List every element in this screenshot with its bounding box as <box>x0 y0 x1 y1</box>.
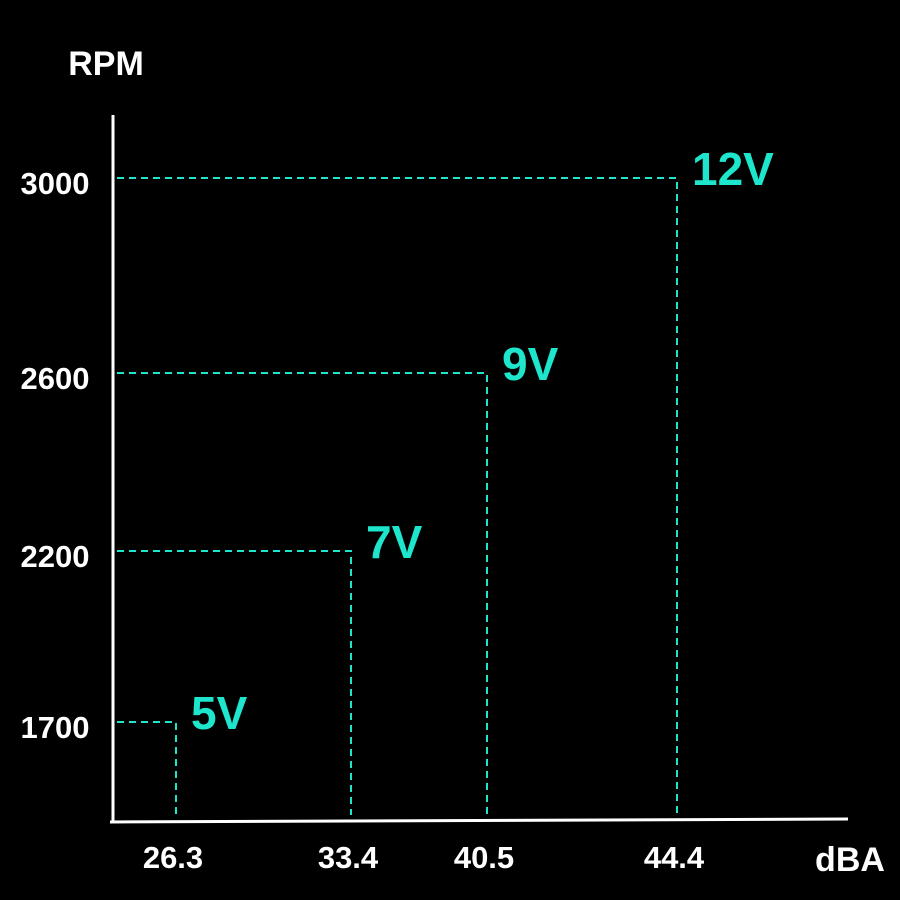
data-corner <box>117 177 678 815</box>
data-corner <box>117 721 177 815</box>
y-tick-label: 3000 <box>21 166 90 201</box>
point-label: 7V <box>366 516 423 568</box>
x-tick-label: 40.5 <box>454 840 514 875</box>
data-corner <box>117 550 352 815</box>
y-tick-label: 2600 <box>21 361 90 396</box>
data-corner <box>117 372 488 815</box>
x-tick-label: 44.4 <box>644 840 705 875</box>
point-label: 12V <box>692 143 774 195</box>
x-tick-label: 26.3 <box>143 840 203 875</box>
y-tick-label: 1700 <box>21 710 90 745</box>
x-axis-label: dBA <box>815 841 885 879</box>
point-label: 9V <box>502 338 559 390</box>
y-axis-label: RPM <box>68 45 144 83</box>
point-label: 5V <box>191 687 248 739</box>
y-tick-label: 2200 <box>21 539 90 574</box>
x-axis <box>109 817 849 824</box>
x-tick-label: 33.4 <box>318 840 379 875</box>
